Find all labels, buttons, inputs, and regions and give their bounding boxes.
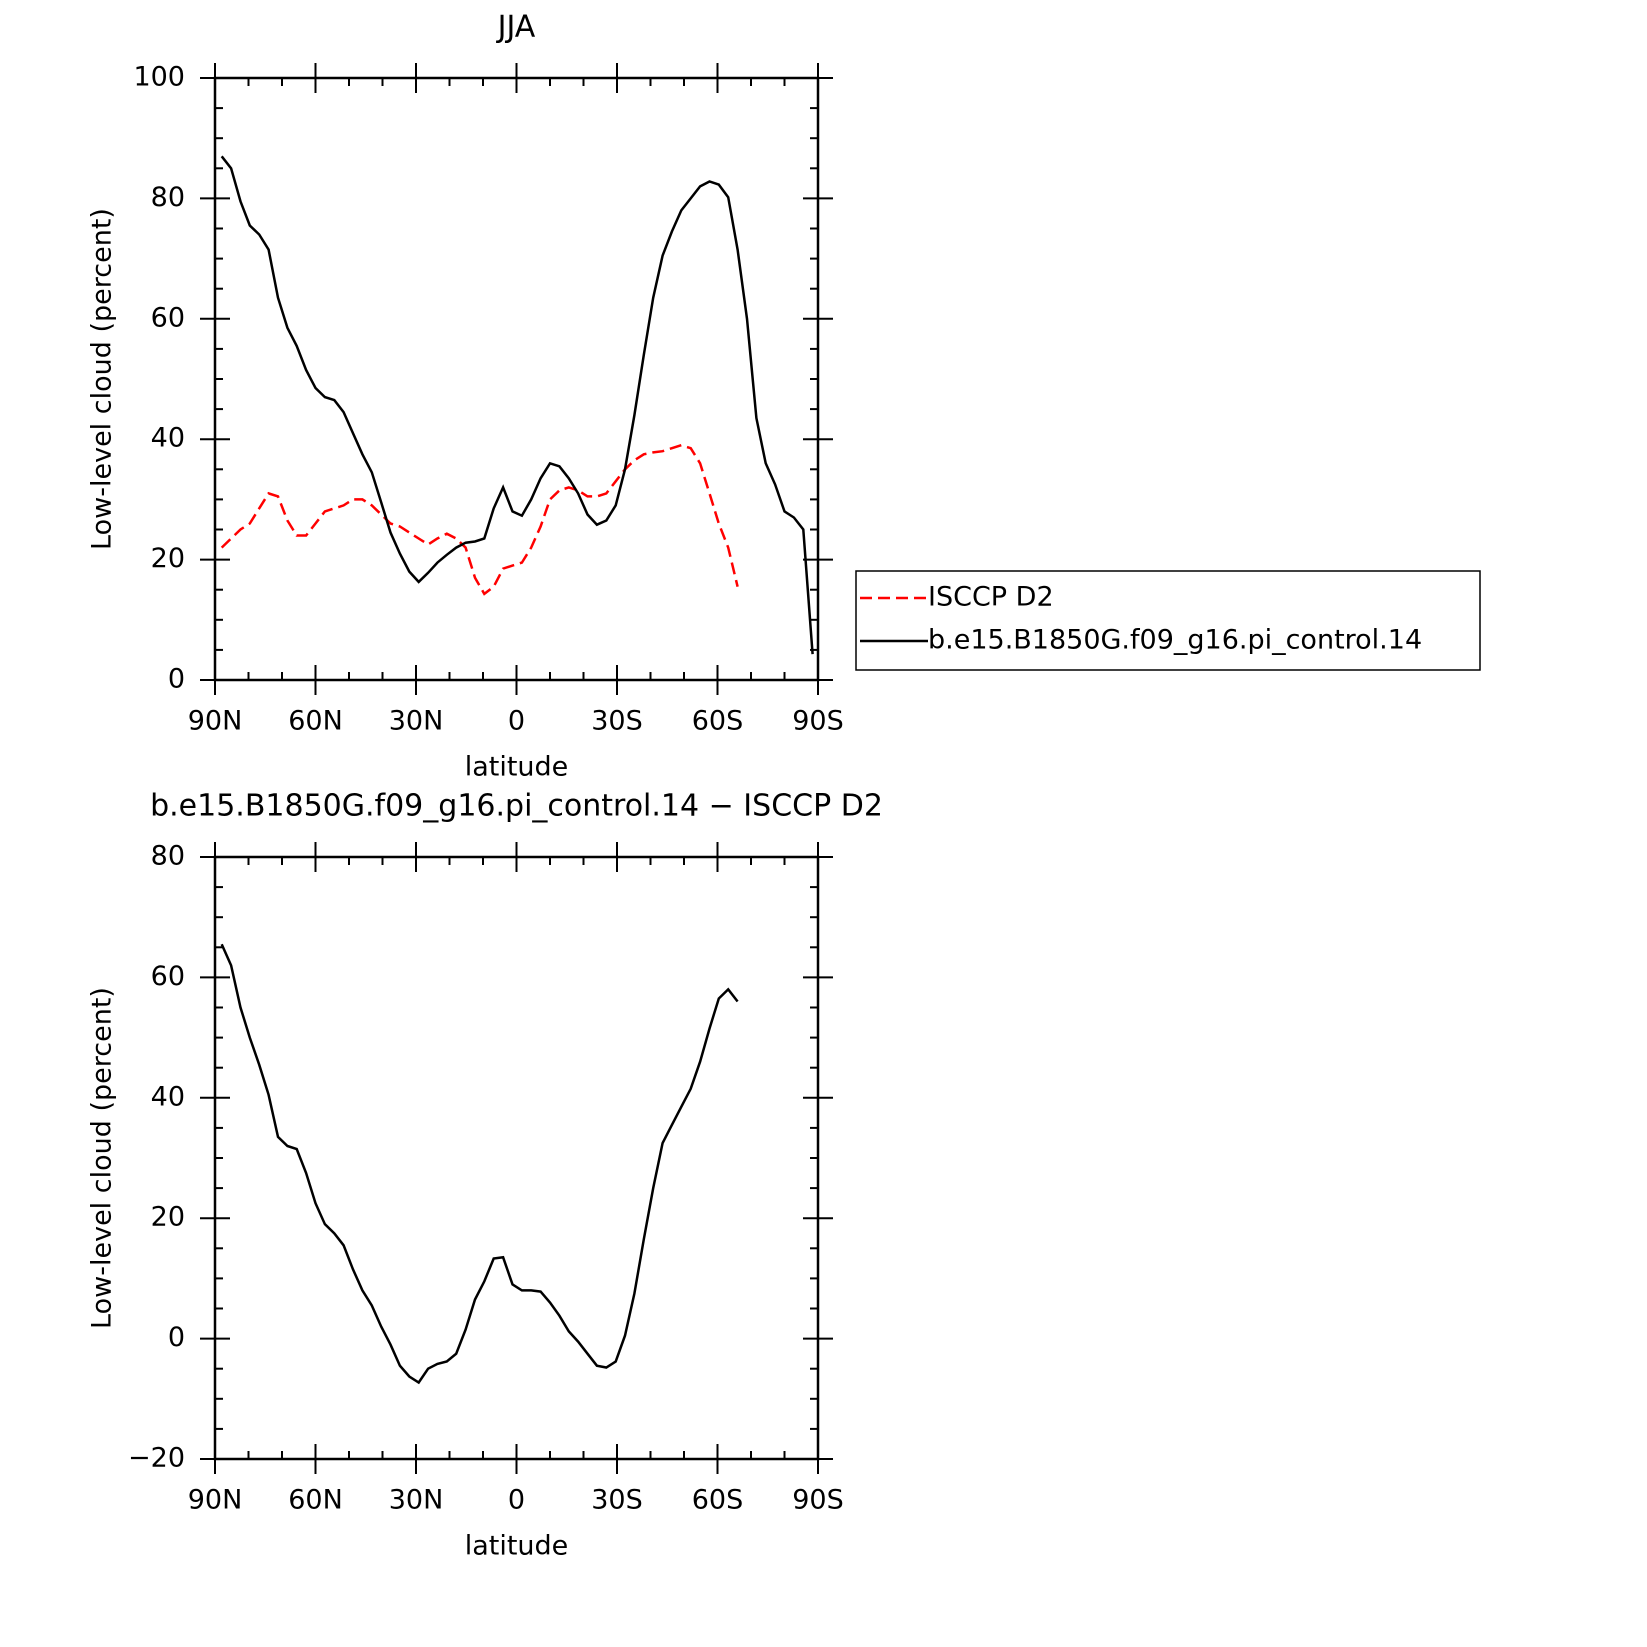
plot-frame <box>213 76 820 682</box>
y-tick-label: 0 <box>168 1322 185 1353</box>
y-tick-label: 100 <box>133 62 185 93</box>
plot-frame <box>213 855 820 1461</box>
y-tick-label: 40 <box>151 423 185 454</box>
x-tick-label: 90N <box>188 1485 243 1516</box>
x-tick-label: 90S <box>792 706 844 737</box>
y-axis-label: Low-level cloud (percent) <box>87 987 118 1329</box>
legend-box <box>855 570 1481 671</box>
y-tick-label: 40 <box>151 1081 185 1112</box>
x-tick-label: 30N <box>389 1485 444 1516</box>
x-tick-label: 30S <box>591 1485 643 1516</box>
y-tick-label: −20 <box>128 1443 185 1474</box>
legend: ISCCP D2 b.e15.B1850G.f09_g16.pi_control.… <box>855 570 1481 671</box>
chart-title: b.e15.B1850G.f09_g16.pi_control.14 − ISC… <box>150 789 883 824</box>
x-axis-label: latitude <box>465 1531 569 1562</box>
legend-label: ISCCP D2 <box>928 582 1054 613</box>
y-tick-label: 0 <box>168 664 185 695</box>
x-tick-label: 30S <box>591 706 643 737</box>
legend-label: b.e15.B1850G.f09_g16.pi_control.14 <box>928 625 1422 656</box>
x-tick-label: 0 <box>508 1485 525 1516</box>
y-axis-label: Low-level cloud (percent) <box>87 208 118 550</box>
x-axis-label: latitude <box>465 752 569 783</box>
series-line <box>220 443 739 596</box>
x-tick-label: 90S <box>792 1485 844 1516</box>
series-line <box>220 943 739 1385</box>
x-tick-label: 60S <box>692 1485 744 1516</box>
y-tick-label: 80 <box>151 182 185 213</box>
series-line <box>220 155 814 655</box>
y-tick-label: 20 <box>151 1202 185 1233</box>
x-tick-label: 90N <box>188 706 243 737</box>
y-tick-label: 60 <box>151 302 185 333</box>
y-tick-label: 20 <box>151 543 185 574</box>
chart-title: JJA <box>496 10 536 45</box>
x-tick-label: 0 <box>508 706 525 737</box>
x-tick-label: 60N <box>288 1485 343 1516</box>
x-tick-label: 60S <box>692 706 744 737</box>
y-tick-label: 60 <box>151 961 185 992</box>
x-tick-label: 60N <box>288 706 343 737</box>
x-tick-label: 30N <box>389 706 444 737</box>
y-tick-label: 80 <box>151 841 185 872</box>
